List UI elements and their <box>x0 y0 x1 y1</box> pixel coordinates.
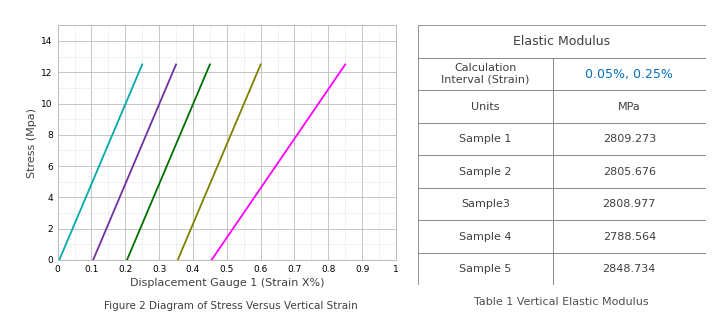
Bar <box>418 58 553 90</box>
Bar <box>553 188 706 220</box>
Text: Figure 2 Diagram of Stress Versus Vertical Strain: Figure 2 Diagram of Stress Versus Vertic… <box>104 301 357 311</box>
Text: Sample 4: Sample 4 <box>459 231 511 242</box>
Text: 0.05%, 0.25%: 0.05%, 0.25% <box>585 68 673 81</box>
X-axis label: Displacement Gauge 1 (Strain X%): Displacement Gauge 1 (Strain X%) <box>130 278 324 288</box>
Bar <box>418 123 553 155</box>
Bar <box>418 155 553 188</box>
Text: Sample3: Sample3 <box>461 199 510 209</box>
Bar <box>418 253 553 285</box>
Text: 2805.676: 2805.676 <box>603 166 656 177</box>
Text: Sample 2: Sample 2 <box>459 166 511 177</box>
Text: Table 1 Vertical Elastic Modulus: Table 1 Vertical Elastic Modulus <box>474 297 649 307</box>
Text: Calculation
Interval (Strain): Calculation Interval (Strain) <box>441 63 529 85</box>
Bar <box>553 220 706 253</box>
Bar <box>418 188 553 220</box>
Bar <box>553 253 706 285</box>
Bar <box>418 220 553 253</box>
Bar <box>418 25 706 58</box>
Text: Sample 5: Sample 5 <box>459 264 511 274</box>
Bar <box>553 155 706 188</box>
Bar <box>553 90 706 123</box>
Bar <box>553 123 706 155</box>
Text: Sample 1: Sample 1 <box>459 134 511 144</box>
Text: MPa: MPa <box>618 101 641 112</box>
Text: 2808.977: 2808.977 <box>603 199 656 209</box>
Text: 2809.273: 2809.273 <box>603 134 656 144</box>
Text: 2848.734: 2848.734 <box>603 264 656 274</box>
Bar <box>418 90 553 123</box>
Text: 2788.564: 2788.564 <box>603 231 656 242</box>
Text: Units: Units <box>471 101 500 112</box>
Bar <box>553 58 706 90</box>
Y-axis label: Stress (Mpa): Stress (Mpa) <box>27 108 37 178</box>
Text: Elastic Modulus: Elastic Modulus <box>513 35 610 48</box>
